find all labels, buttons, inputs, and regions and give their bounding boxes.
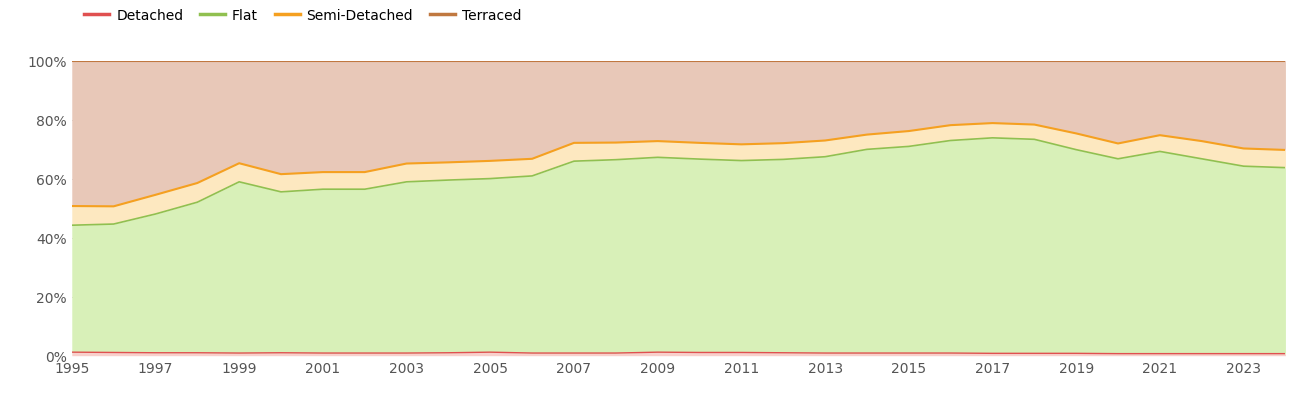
Legend: Detached, Flat, Semi-Detached, Terraced: Detached, Flat, Semi-Detached, Terraced: [78, 4, 527, 29]
